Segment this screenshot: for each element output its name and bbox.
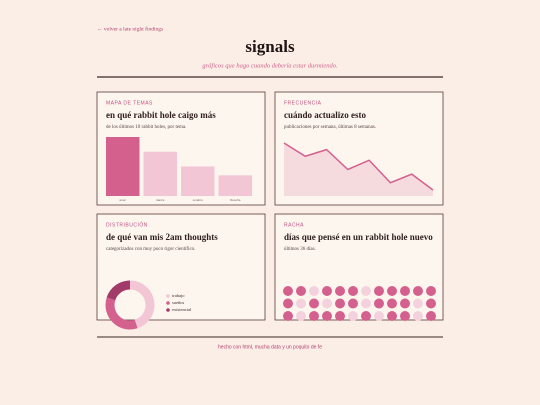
legend-swatch (166, 294, 170, 298)
bar (106, 137, 140, 196)
bar (218, 175, 252, 196)
panel-subtitle: últimos 36 días. (284, 247, 316, 252)
day-dot (400, 286, 410, 296)
day-dot (374, 311, 384, 321)
day-dot (348, 286, 358, 296)
panel-title: días que pensé en un rabbit hole nuevo (284, 232, 433, 242)
x-tick-label: filosofía (230, 198, 241, 202)
bar (143, 151, 177, 196)
day-dot (348, 298, 358, 309)
day-dot (296, 286, 306, 296)
day-dot (283, 298, 293, 309)
donut-slice (106, 280, 131, 301)
day-dot (400, 298, 410, 309)
panel-kicker: MAPA DE TEMAS (106, 100, 153, 106)
back-link[interactable]: ← volver a late night findings (97, 25, 163, 32)
day-dot (309, 286, 319, 296)
site-subtitle: gráficos que hago cuando debería estar d… (202, 62, 338, 69)
donut-slice (105, 297, 138, 330)
day-dot (335, 311, 345, 321)
day-dot (387, 311, 397, 321)
day-dot (296, 311, 306, 321)
panel-kicker: DISTRIBUCIÓN (106, 221, 148, 228)
panel-subtitle: categorizados con muy poco rigor científ… (106, 247, 195, 252)
day-dot (374, 298, 384, 309)
day-dot (322, 286, 332, 296)
day-dot (413, 286, 423, 296)
day-dot (374, 286, 384, 296)
x-tick-label: amor (119, 198, 126, 202)
x-tick-label: danza (156, 198, 165, 202)
legend-label: sueños (172, 300, 184, 305)
legend-swatch (166, 301, 170, 305)
panel (274, 91, 444, 206)
day-dot (283, 311, 293, 321)
day-dot (426, 311, 436, 321)
legend-swatch (166, 308, 170, 312)
day-dot (387, 286, 397, 296)
legend-label: trabajo (172, 293, 185, 298)
legend-label: existencial (172, 307, 192, 312)
day-dot (283, 286, 293, 296)
site-title: signals (245, 37, 295, 56)
day-dot (426, 298, 436, 309)
day-dot (309, 311, 319, 321)
day-dot (361, 286, 371, 296)
donut-slice (129, 280, 155, 329)
day-dot (348, 311, 358, 321)
day-dot (335, 298, 345, 309)
panel-kicker: RACHA (284, 222, 304, 228)
day-dot (413, 298, 423, 309)
panel-title: cuándo actualizo esto (284, 110, 366, 120)
panel-title: de qué van mis 2am thoughts (106, 232, 218, 242)
x-tick-label: cerebro (193, 198, 204, 202)
day-dot (309, 298, 319, 309)
line (283, 142, 434, 191)
day-dot (361, 298, 371, 309)
panel-title: en qué rabbit hole caigo más (106, 110, 216, 120)
footer: hecho con html, mucha data y un poquito … (218, 344, 322, 350)
panel-subtitle: publicaciones por semana, últimas 8 sema… (284, 125, 376, 130)
day-dot (426, 286, 436, 296)
bar (181, 166, 215, 196)
day-dot (322, 298, 332, 309)
panel-subtitle: de los últimos 10 rabbit holes, por tema… (106, 125, 186, 130)
day-dot (413, 311, 423, 321)
day-dot (361, 311, 371, 321)
day-dot (335, 286, 345, 296)
day-dot (400, 311, 410, 321)
area (284, 143, 433, 196)
panel (96, 213, 266, 321)
day-dot (322, 311, 332, 321)
panel-kicker: FRECUENCIA (284, 100, 322, 106)
day-dot (296, 298, 306, 309)
day-dot (387, 298, 397, 309)
